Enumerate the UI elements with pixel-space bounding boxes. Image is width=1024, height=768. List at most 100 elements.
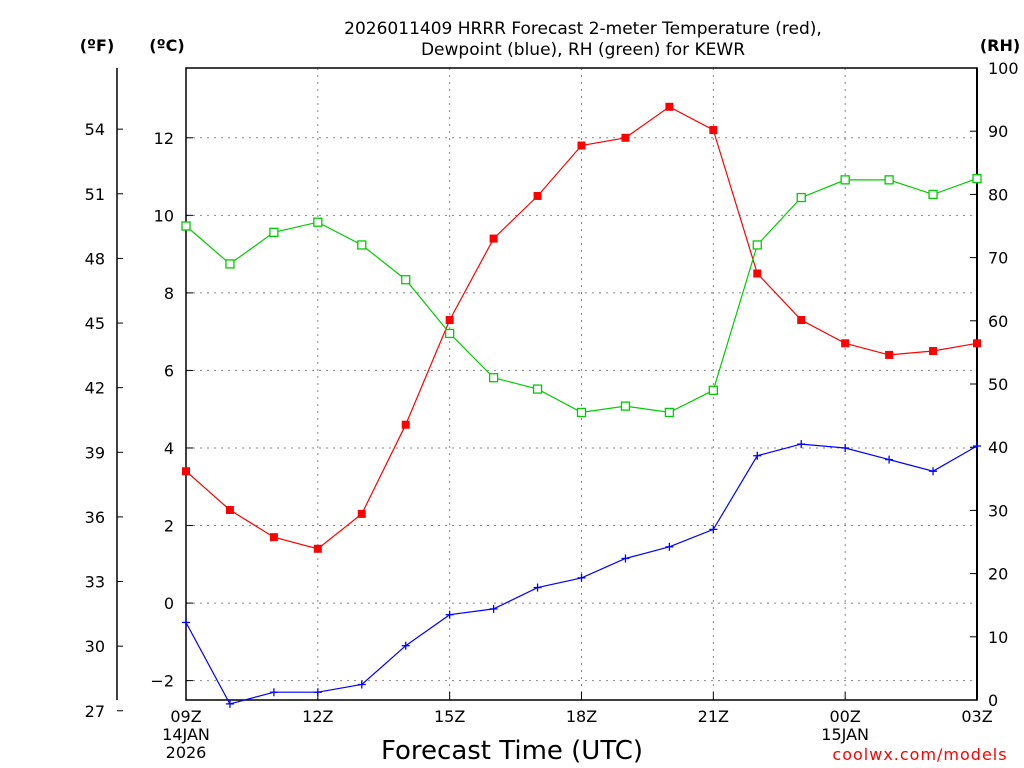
rh-point	[225, 259, 235, 269]
rh-tick-label: 10	[988, 628, 1008, 647]
rh-point	[620, 401, 631, 411]
fahrenheit-tick-label: 33	[85, 573, 105, 592]
chart-title-line2: Dewpoint (blue), RH (green) for KEWR	[421, 40, 745, 60]
rh-series	[181, 173, 982, 418]
rh-point	[181, 221, 191, 231]
rh-point	[576, 407, 587, 418]
rh-tick-label: 50	[988, 375, 1008, 394]
fahrenheit-tick-label: 42	[85, 379, 105, 398]
fahrenheit-tick-label: 30	[85, 637, 105, 656]
celsius-tick-label: 0	[164, 594, 174, 613]
celsius-tick-label: 8	[164, 284, 174, 303]
rh-point	[708, 385, 718, 395]
rh-point	[532, 384, 543, 394]
dewpoint-point	[885, 455, 894, 464]
fahrenheit-tick-label: 54	[85, 120, 105, 139]
x-tick-label: 14JAN	[162, 725, 210, 744]
rh-point	[664, 407, 675, 418]
rh-point	[401, 275, 411, 285]
dewpoint-point	[929, 467, 938, 476]
rh-point	[840, 175, 850, 185]
rh-point	[488, 373, 499, 383]
temperature-point	[753, 269, 762, 278]
dewpoint-series	[182, 440, 981, 708]
fahrenheit-tick-label: 48	[85, 249, 105, 268]
fahrenheit-tick-label: 39	[85, 443, 105, 462]
dewpoint-point	[577, 573, 586, 582]
temperature-point	[357, 509, 366, 518]
dewpoint-point	[753, 451, 762, 460]
dewpoint-point	[489, 604, 498, 613]
celsius-tick-label: 4	[164, 439, 174, 458]
temperature-point	[401, 420, 410, 429]
rh-tick-label: 30	[988, 501, 1008, 520]
gridlines	[186, 68, 977, 700]
rh-tick-label: 0	[988, 691, 998, 710]
rh-tick-label: 80	[988, 185, 1008, 204]
rh-unit-label: (RH)	[980, 36, 1020, 55]
dewpoint-point	[313, 688, 322, 697]
fahrenheit-tick-label: 36	[85, 508, 105, 527]
fahrenheit-tick-label: 45	[85, 314, 105, 333]
chart-title-line1: 2026011409 HRRR Forecast 2-meter Tempera…	[344, 19, 822, 39]
x-tick-label: 21Z	[698, 707, 729, 726]
axes: −2 0 2 4 6 8 10 12 27 30 33 36 39 42 45 48 51 54 0 10 20 30 40…	[85, 59, 1019, 762]
temperature-point	[665, 102, 674, 111]
x-tick-label: 15JAN	[821, 725, 869, 744]
temperature-point	[269, 533, 278, 542]
temperature-point	[182, 467, 190, 476]
temperature-point	[841, 339, 850, 348]
dewpoint-point	[841, 443, 850, 452]
rh-point	[313, 217, 323, 227]
dewpoint-point	[182, 618, 190, 627]
temperature-point	[313, 544, 322, 553]
dewpoint-point	[225, 699, 234, 708]
rh-tick-label: 40	[988, 438, 1008, 457]
dewpoint-point	[533, 583, 542, 592]
rh-tick-label: 90	[988, 122, 1008, 141]
fahrenheit-tick-label: 27	[85, 702, 105, 721]
dewpoint-point	[973, 442, 981, 451]
temperature-point	[225, 506, 234, 515]
temperature-point	[445, 316, 454, 325]
x-tick-label: 00Z	[830, 707, 861, 726]
temperature-point	[577, 141, 586, 150]
x-tick-label: 15Z	[434, 707, 465, 726]
rh-point	[445, 328, 455, 339]
x-tick-label: 2026	[166, 743, 207, 762]
celsius-tick-label: 2	[164, 517, 174, 536]
fahrenheit-unit-label: (ºF)	[80, 36, 115, 55]
celsius-tick-label: 10	[154, 206, 174, 225]
x-tick-label: 03Z	[961, 707, 992, 726]
rh-point	[357, 240, 367, 250]
celsius-tick-label: 6	[164, 361, 174, 380]
dewpoint-point	[269, 688, 278, 697]
temperature-point	[929, 347, 938, 356]
temperature-point	[489, 234, 498, 243]
rh-tick-label: 70	[988, 249, 1008, 268]
dewpoint-point	[621, 554, 630, 563]
celsius-tick-label: −2	[150, 672, 174, 691]
temperature-point	[621, 133, 630, 142]
rh-point	[796, 192, 806, 203]
dewpoint-point	[445, 610, 454, 619]
dewpoint-point	[709, 525, 718, 534]
data-series	[181, 102, 982, 708]
temperature-point	[797, 316, 806, 325]
temperature-point	[709, 126, 718, 135]
celsius-unit-label: (ºC)	[149, 36, 184, 55]
rh-point	[269, 227, 279, 237]
temperature-point	[533, 191, 542, 200]
rh-tick-label: 100	[988, 59, 1019, 78]
x-tick-label: 12Z	[302, 707, 333, 726]
temperature-series	[182, 102, 981, 553]
temperature-point	[973, 339, 981, 348]
x-tick-label: 09Z	[170, 707, 201, 726]
rh-point	[972, 173, 982, 184]
rh-point	[752, 240, 762, 250]
rh-tick-label: 60	[988, 312, 1008, 331]
fahrenheit-tick-label: 51	[85, 185, 105, 204]
dewpoint-point	[797, 440, 806, 449]
dewpoint-point	[665, 542, 674, 551]
